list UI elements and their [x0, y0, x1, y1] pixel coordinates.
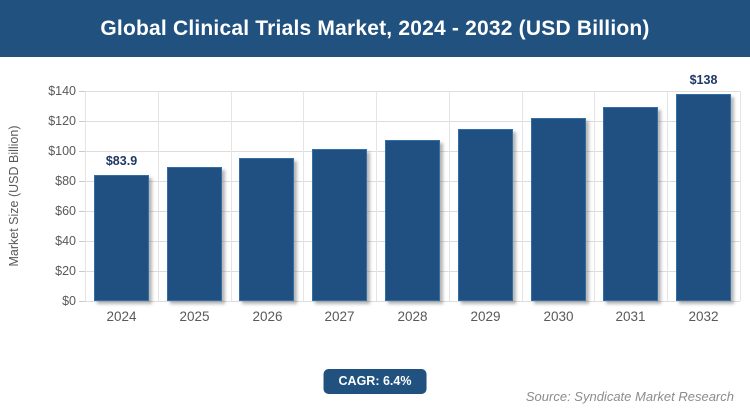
y-tick-label: $120	[48, 114, 76, 128]
x-tick-label: 2029	[470, 309, 501, 324]
plot-area: $83.9 $138	[84, 73, 741, 302]
bar-value-label: $138	[689, 73, 718, 87]
bar-value-label: $83.9	[105, 154, 138, 168]
cagr-badge: CAGR: 6.4%	[323, 369, 427, 394]
y-tick-mark	[79, 271, 85, 272]
gridline-vertical	[375, 91, 377, 301]
bar-2026	[239, 158, 294, 301]
chart-title: Global Clinical Trials Market, 2024 - 20…	[100, 16, 650, 40]
bar-2028	[385, 140, 440, 301]
bar-2031	[603, 107, 658, 301]
y-tick-label: $80	[55, 174, 76, 188]
source-credit: Source: Syndicate Market Research	[525, 389, 734, 404]
y-tick-label: $100	[48, 144, 76, 158]
gridline-vertical	[666, 91, 668, 301]
x-tick-label: 2030	[543, 309, 574, 324]
gridline-vertical	[302, 91, 304, 301]
x-tick-label: 2026	[252, 309, 283, 324]
chart-title-bar: Global Clinical Trials Market, 2024 - 20…	[0, 0, 750, 57]
gridline-vertical	[157, 91, 159, 301]
bar-2032	[676, 94, 731, 301]
y-tick-mark	[79, 91, 85, 92]
bar-2027	[312, 149, 367, 301]
y-tick-label: $60	[55, 204, 76, 218]
bar-2029	[458, 129, 513, 301]
y-tick-mark	[79, 121, 85, 122]
gridline-horizontal	[85, 300, 740, 302]
gridline-vertical	[593, 91, 595, 301]
gridline-vertical	[448, 91, 450, 301]
gridline-horizontal	[85, 120, 740, 122]
x-tick-label: 2027	[324, 309, 355, 324]
x-tick-label: 2032	[688, 309, 719, 324]
gridline-horizontal	[85, 90, 740, 92]
bar-2024	[94, 175, 149, 301]
y-tick-label: $20	[55, 264, 76, 278]
x-tick-label: 2024	[106, 309, 137, 324]
y-tick-mark	[79, 241, 85, 242]
y-tick-label: $140	[48, 84, 76, 98]
gridline-vertical	[230, 91, 232, 301]
bar-2025	[167, 167, 222, 301]
y-tick-label: $40	[55, 234, 76, 248]
x-tick-label: 2028	[397, 309, 428, 324]
x-tick-label: 2025	[179, 309, 210, 324]
gridline-vertical	[521, 91, 523, 301]
y-tick-mark	[79, 211, 85, 212]
gridline-vertical	[84, 91, 86, 301]
y-tick-mark	[79, 151, 85, 152]
x-tick-label: 2031	[615, 309, 646, 324]
y-tick-label: $0	[62, 294, 76, 308]
bar-2030	[531, 118, 586, 301]
y-tick-mark	[79, 301, 85, 302]
gridline-vertical	[739, 91, 741, 301]
y-tick-mark	[79, 181, 85, 182]
